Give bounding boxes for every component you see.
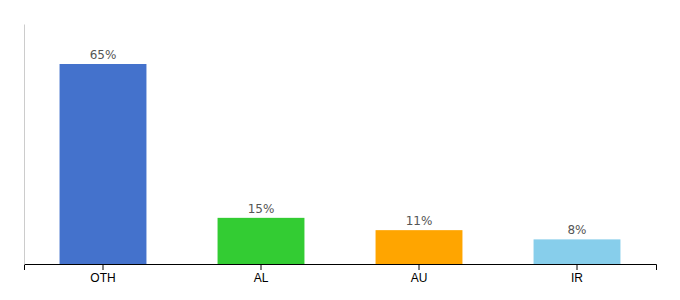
data-label: 65% — [90, 48, 117, 62]
x-tick: AU — [411, 264, 428, 285]
bar — [534, 239, 621, 264]
x-tick-label: AU — [411, 271, 428, 285]
bar — [376, 230, 463, 264]
x-tick-mark — [103, 264, 104, 270]
x-tick: IR — [571, 264, 583, 285]
x-tick-label: AL — [254, 271, 269, 285]
x-tick: AL — [254, 264, 269, 285]
x-tick-mark — [419, 264, 420, 270]
x-tick-label: IR — [571, 271, 583, 285]
bars — [60, 64, 621, 264]
x-axis-line — [25, 265, 657, 271]
data-label: 11% — [406, 214, 433, 228]
data-label: 8% — [567, 223, 586, 237]
y-axis — [24, 25, 25, 265]
data-labels: 65% 15% 11% 8% — [90, 48, 587, 237]
y-axis-line — [24, 25, 25, 265]
plot: 65% 15% 11% 8% OTH AL AU IR — [25, 25, 657, 285]
bar — [60, 64, 147, 264]
chart: 65% 15% 11% 8% OTH AL AU IR — [0, 0, 680, 300]
x-tick-mark — [261, 264, 262, 270]
x-tick: OTH — [90, 264, 115, 285]
data-label: 15% — [248, 202, 275, 216]
x-axis: OTH AL AU IR — [25, 264, 657, 285]
bar — [218, 218, 305, 264]
x-tick-label: OTH — [90, 271, 115, 285]
x-tick-mark — [577, 264, 578, 270]
